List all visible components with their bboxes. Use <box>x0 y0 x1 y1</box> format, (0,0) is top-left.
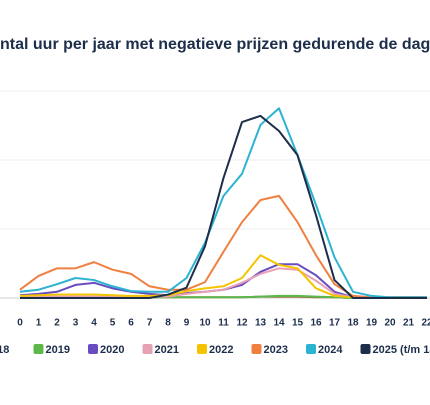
legend-label: 2024 <box>318 344 343 356</box>
x-tick-label: 0 <box>17 318 23 329</box>
x-tick-label: 8 <box>165 318 171 329</box>
x-tick-label: 22 <box>421 318 430 329</box>
series-line <box>20 255 427 297</box>
x-tick-label: 7 <box>147 318 153 329</box>
x-tick-label: 19 <box>366 318 378 329</box>
x-tick-label: 10 <box>199 318 211 329</box>
legend-label: 2021 <box>155 344 179 356</box>
x-tick-label: 13 <box>255 318 267 329</box>
x-tick-label: 12 <box>236 318 248 329</box>
x-tick-label: 15 <box>292 318 304 329</box>
series-line <box>20 268 427 297</box>
x-tick-label: 11 <box>218 318 229 329</box>
legend-marker <box>197 344 207 354</box>
legend-label: 2019 <box>46 344 70 356</box>
legend-marker <box>252 344 262 354</box>
legend-label: 2025 (t/m 13 <box>373 344 430 356</box>
legend-marker <box>143 344 153 354</box>
x-tick-label: 20 <box>384 318 396 329</box>
legend-label: 2022 <box>209 344 233 356</box>
x-tick-label: 9 <box>184 318 190 329</box>
x-tick-label: 6 <box>128 318 134 329</box>
series-line <box>20 108 427 297</box>
x-tick-label: 2 <box>54 318 60 329</box>
x-tick-label: 21 <box>403 318 415 329</box>
legend-label: 2023 <box>264 344 288 356</box>
legend-label: 018 <box>0 344 9 356</box>
x-tick-label: 14 <box>273 318 285 329</box>
series-line <box>20 196 427 297</box>
x-tick-label: 3 <box>73 318 79 329</box>
x-tick-label: 5 <box>110 318 116 329</box>
chart-title: ntal uur per jaar met negatieve prijzen … <box>0 36 430 53</box>
legend-marker <box>306 344 316 354</box>
x-tick-label: 18 <box>347 318 359 329</box>
x-tick-label: 17 <box>329 318 341 329</box>
x-tick-label: 1 <box>36 318 42 329</box>
x-tick-label: 16 <box>310 318 322 329</box>
legend-marker <box>34 344 44 354</box>
series-line <box>20 116 427 298</box>
legend-label: 2020 <box>100 344 124 356</box>
legend-marker <box>361 344 371 354</box>
legend-marker <box>88 344 98 354</box>
x-tick-label: 4 <box>91 318 97 329</box>
series-line <box>20 264 427 298</box>
